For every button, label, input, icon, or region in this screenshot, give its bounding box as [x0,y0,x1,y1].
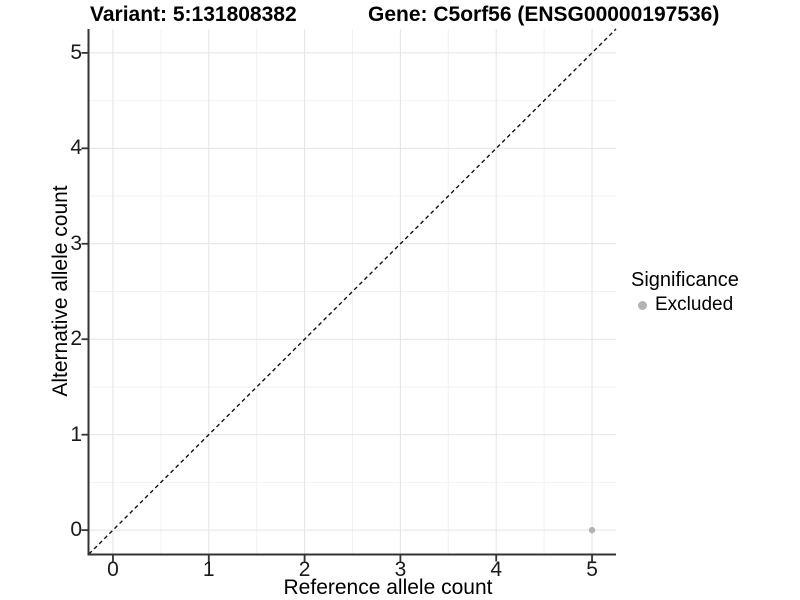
x-tick-label: 3 [394,558,407,581]
data-point [588,526,596,534]
x-tick-label: 1 [202,558,215,581]
y-tick-label: 1 [70,422,82,446]
legend: Significance Excluded [631,268,799,316]
y-tick-label: 3 [70,231,82,255]
legend-item-excluded: Excluded [631,294,799,316]
x-axis-title: Reference allele count [283,576,493,599]
x-tick-label: 0 [107,558,119,581]
identity-line [88,28,617,555]
y-tick-label: 0 [70,518,82,542]
y-tick-label: 2 [70,327,82,351]
x-tick-label: 4 [490,558,503,581]
legend-key [631,294,653,316]
y-tick-label: 5 [70,40,82,64]
plot-title-variant: Variant: 5:131808382 [90,3,297,26]
excluded-point-icon [637,300,647,310]
y-tick-label: 4 [70,136,82,160]
x-tick-label: 2 [298,558,311,581]
y-axis-title: Alternative allele count [49,185,72,397]
legend-title: Significance [631,269,739,291]
x-tick-label: 5 [586,558,598,581]
legend-item-label: Excluded [655,294,734,315]
plot-title-gene: Gene: C5orf56 (ENSG00000197536) [368,3,720,26]
